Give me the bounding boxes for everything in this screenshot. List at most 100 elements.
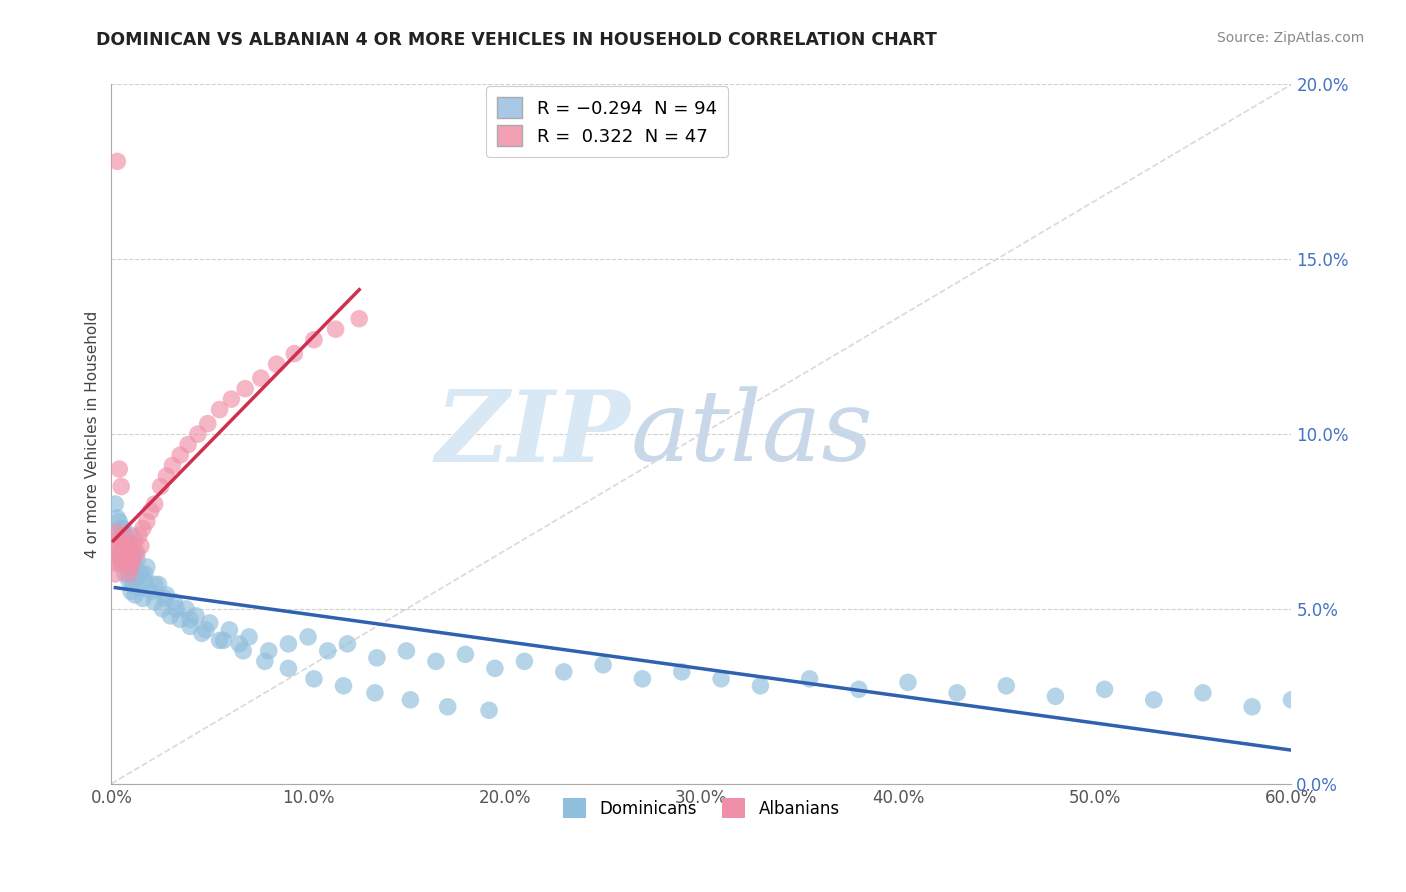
Point [513, 654, 536, 668]
Point [124, 535, 146, 549]
Point [266, 357, 288, 371]
Point [197, 417, 219, 431]
Point [134, 566, 156, 581]
Point [238, 630, 260, 644]
Point [218, 623, 240, 637]
Point [103, 549, 125, 564]
Point [366, 651, 388, 665]
Point [149, 479, 172, 493]
Legend: Dominicans, Albanians: Dominicans, Albanians [557, 792, 846, 824]
Point [118, 566, 141, 581]
Point [125, 546, 148, 560]
Point [212, 633, 235, 648]
Text: ZIP: ZIP [436, 386, 631, 483]
Point [110, 535, 132, 549]
Point [120, 560, 142, 574]
Point [110, 532, 132, 546]
Point [118, 549, 141, 564]
Point [118, 553, 141, 567]
Point [105, 539, 128, 553]
Point [169, 448, 191, 462]
Point [364, 686, 387, 700]
Point [302, 333, 325, 347]
Point [155, 588, 177, 602]
Point [112, 542, 135, 557]
Point [232, 644, 254, 658]
Point [148, 577, 170, 591]
Point [129, 539, 152, 553]
Point [671, 665, 693, 679]
Point [484, 661, 506, 675]
Point [163, 595, 186, 609]
Point [104, 524, 127, 539]
Point [336, 637, 359, 651]
Point [104, 497, 127, 511]
Point [302, 672, 325, 686]
Point [120, 542, 142, 557]
Point [233, 382, 256, 396]
Point [132, 521, 155, 535]
Point [139, 504, 162, 518]
Point [114, 528, 136, 542]
Y-axis label: 4 or more Vehicles in Household: 4 or more Vehicles in Household [86, 310, 100, 558]
Text: DOMINICAN VS ALBANIAN 4 OR MORE VEHICLES IN HOUSEHOLD CORRELATION CHART: DOMINICAN VS ALBANIAN 4 OR MORE VEHICLES… [96, 31, 936, 49]
Point [110, 553, 132, 567]
Point [143, 497, 166, 511]
Point [143, 577, 166, 591]
Point [120, 564, 142, 578]
Point [125, 570, 148, 584]
Point [115, 560, 138, 574]
Point [134, 574, 156, 588]
Point [208, 402, 231, 417]
Point [946, 686, 969, 700]
Point [108, 532, 131, 546]
Point [191, 626, 214, 640]
Point [995, 679, 1018, 693]
Point [139, 584, 162, 599]
Point [177, 437, 200, 451]
Point [553, 665, 575, 679]
Point [124, 588, 146, 602]
Point [112, 542, 135, 557]
Point [114, 566, 136, 581]
Point [105, 511, 128, 525]
Point [122, 577, 145, 591]
Point [108, 462, 131, 476]
Point [122, 557, 145, 571]
Point [316, 644, 339, 658]
Text: Source: ZipAtlas.com: Source: ZipAtlas.com [1216, 31, 1364, 45]
Point [105, 154, 128, 169]
Point [631, 672, 654, 686]
Point [297, 630, 319, 644]
Point [1281, 693, 1303, 707]
Point [228, 637, 250, 651]
Point [110, 521, 132, 535]
Point [399, 693, 422, 707]
Point [187, 427, 209, 442]
Point [257, 644, 280, 658]
Point [122, 553, 145, 567]
Point [332, 679, 354, 693]
Point [115, 535, 138, 549]
Point [112, 521, 135, 535]
Point [162, 458, 184, 473]
Point [112, 557, 135, 571]
Point [221, 392, 243, 406]
Point [749, 679, 772, 693]
Point [184, 608, 207, 623]
Point [159, 608, 181, 623]
Point [347, 311, 370, 326]
Point [115, 539, 138, 553]
Point [592, 657, 614, 672]
Point [153, 591, 176, 606]
Point [104, 566, 127, 581]
Point [425, 654, 447, 668]
Point [277, 637, 299, 651]
Point [108, 549, 131, 564]
Point [179, 612, 201, 626]
Point [1045, 690, 1067, 704]
Point [283, 346, 305, 360]
Point [110, 557, 132, 571]
Point [250, 371, 273, 385]
Point [120, 528, 142, 542]
